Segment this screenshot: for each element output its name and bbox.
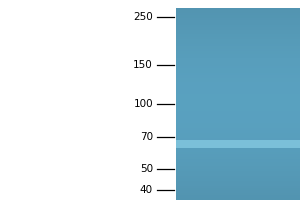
- Bar: [176, 121, 300, 123]
- Bar: [176, 46, 300, 49]
- Bar: [176, 183, 300, 186]
- Bar: [176, 87, 300, 90]
- Bar: [176, 178, 300, 181]
- Text: 100: 100: [134, 99, 153, 109]
- Bar: [176, 66, 300, 68]
- Bar: [176, 104, 300, 106]
- Bar: [176, 128, 300, 130]
- Bar: [176, 80, 300, 82]
- Bar: [176, 154, 300, 157]
- Bar: [176, 147, 300, 150]
- Text: 150: 150: [133, 60, 153, 70]
- Bar: [176, 186, 300, 188]
- Bar: [176, 54, 300, 56]
- Bar: [176, 75, 300, 78]
- Bar: [176, 198, 300, 200]
- Bar: [176, 44, 300, 46]
- Bar: [176, 157, 300, 159]
- Bar: [176, 13, 300, 15]
- Bar: [176, 193, 300, 195]
- Bar: [176, 94, 300, 97]
- Bar: [176, 140, 300, 148]
- Bar: [176, 51, 300, 54]
- Bar: [176, 34, 300, 37]
- Bar: [176, 145, 300, 147]
- Bar: [176, 174, 300, 176]
- Bar: [176, 114, 300, 116]
- Bar: [176, 142, 300, 145]
- Bar: [176, 18, 300, 20]
- Bar: [176, 152, 300, 154]
- Bar: [176, 102, 300, 104]
- Bar: [176, 135, 300, 138]
- Bar: [176, 10, 300, 13]
- Bar: [176, 150, 300, 152]
- Bar: [176, 30, 300, 32]
- Bar: [176, 97, 300, 99]
- Bar: [176, 123, 300, 126]
- Bar: [176, 181, 300, 183]
- Bar: [176, 190, 300, 193]
- Bar: [176, 126, 300, 128]
- Bar: [176, 15, 300, 18]
- Bar: [176, 49, 300, 51]
- Bar: [176, 20, 300, 22]
- Bar: [176, 78, 300, 80]
- Bar: [176, 130, 300, 133]
- Bar: [176, 140, 300, 142]
- Bar: [176, 133, 300, 135]
- Text: 70: 70: [140, 132, 153, 142]
- Bar: [176, 39, 300, 42]
- Bar: [176, 195, 300, 198]
- Bar: [176, 37, 300, 39]
- Bar: [176, 171, 300, 174]
- Text: 250: 250: [133, 12, 153, 22]
- Bar: [176, 164, 300, 166]
- Bar: [176, 111, 300, 114]
- Bar: [176, 63, 300, 66]
- Bar: [176, 166, 300, 169]
- Bar: [176, 25, 300, 27]
- Bar: [176, 106, 300, 109]
- Bar: [176, 85, 300, 87]
- Bar: [176, 169, 300, 171]
- Bar: [176, 99, 300, 102]
- Bar: [176, 32, 300, 34]
- Bar: [176, 61, 300, 63]
- Bar: [176, 70, 300, 73]
- Bar: [176, 188, 300, 190]
- Bar: [176, 109, 300, 111]
- Bar: [176, 162, 300, 164]
- Text: 40: 40: [140, 185, 153, 195]
- Bar: [176, 8, 300, 10]
- Text: 50: 50: [140, 164, 153, 174]
- Bar: [176, 58, 300, 61]
- Bar: [176, 27, 300, 30]
- Bar: [176, 90, 300, 92]
- Bar: [176, 176, 300, 178]
- Bar: [176, 68, 300, 70]
- Bar: [176, 118, 300, 121]
- Bar: [176, 159, 300, 162]
- Bar: [176, 73, 300, 75]
- Bar: [176, 82, 300, 85]
- Bar: [176, 42, 300, 44]
- Bar: [176, 138, 300, 140]
- Bar: [176, 116, 300, 118]
- Bar: [176, 56, 300, 58]
- Bar: [176, 22, 300, 25]
- Bar: [176, 92, 300, 94]
